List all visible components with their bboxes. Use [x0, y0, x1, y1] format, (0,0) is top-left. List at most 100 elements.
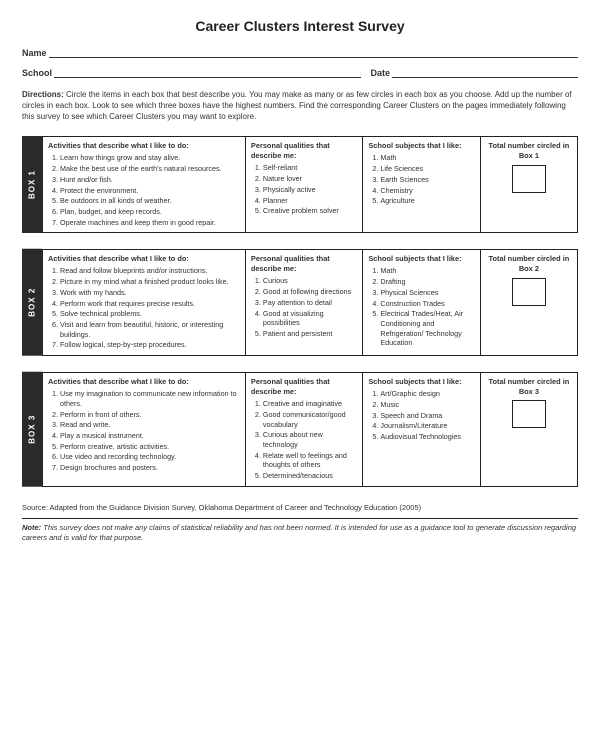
list-item: Visit and learn from beautiful, historic…: [60, 320, 240, 339]
date-line: [392, 68, 578, 78]
list-item: Curious: [263, 276, 357, 286]
list-item: Construction Trades: [380, 299, 474, 309]
total-box: [512, 278, 546, 306]
box-2: BOX 2 Activities that describe what I lik…: [22, 249, 578, 356]
list-item: Creative and imaginative: [263, 399, 357, 409]
name-row: Name: [22, 48, 578, 58]
list-item: Curious about new technology: [263, 430, 357, 449]
activities-list: Learn how things grow and stay alive.Mak…: [60, 153, 240, 227]
list-item: Be outdoors in all kinds of weather.: [60, 196, 240, 206]
qualities-list: Self-reliantNature loverPhysically activ…: [263, 163, 357, 216]
total-box: [512, 400, 546, 428]
list-item: Picture in my mind what a finished produ…: [60, 277, 240, 287]
list-item: Electrical Trades/Heat, Air Conditioning…: [380, 309, 474, 348]
total-col: Total number circled in Box 3: [481, 373, 577, 486]
activities-header: Activities that describe what I like to …: [48, 141, 240, 151]
subjects-list: Art/Graphic designMusicSpeech and DramaJ…: [380, 389, 474, 442]
list-item: Solve technical problems.: [60, 309, 240, 319]
list-item: Perform creative, artistic activities.: [60, 442, 240, 452]
list-item: Physical Sciences: [380, 288, 474, 298]
total-col: Total number circled in Box 1: [481, 137, 577, 232]
list-item: Operate machines and keep them in good r…: [60, 218, 240, 228]
school-label: School: [22, 68, 52, 78]
page-title: Career Clusters Interest Survey: [22, 18, 578, 34]
subjects-list: MathLife SciencesEarth SciencesChemistry…: [380, 153, 474, 206]
subjects-col: School subjects that I like: MathLife Sci…: [363, 137, 480, 232]
list-item: Protect the environment.: [60, 186, 240, 196]
date-label: Date: [371, 68, 391, 78]
box-table: Activities that describe what I like to …: [42, 249, 578, 356]
school-line: [54, 68, 361, 78]
activities-col: Activities that describe what I like to …: [43, 250, 246, 355]
activities-header: Activities that describe what I like to …: [48, 377, 240, 387]
list-item: Determined/tenacious: [263, 471, 357, 481]
list-item: Math: [380, 266, 474, 276]
list-item: Read and write.: [60, 420, 240, 430]
list-item: Drafting: [380, 277, 474, 287]
qualities-col: Personal qualities that describe me:Crea…: [246, 373, 363, 486]
note-text: This survey does not make any claims of …: [22, 523, 576, 542]
list-item: Good at visualizing possibilities: [263, 309, 357, 328]
box-3: BOX 3 Activities that describe what I lik…: [22, 372, 578, 487]
list-item: Learn how things grow and stay alive.: [60, 153, 240, 163]
qualities-list: Creative and imaginativeGood communicato…: [263, 399, 357, 481]
activities-col: Activities that describe what I like to …: [43, 137, 246, 232]
list-item: Agriculture: [380, 196, 474, 206]
list-item: Read and follow blueprints and/or instru…: [60, 266, 240, 276]
total-box: [512, 165, 546, 193]
box-tab: BOX 2: [22, 249, 42, 356]
list-item: Patient and persistent: [263, 329, 357, 339]
school-date-row: School Date: [22, 68, 578, 78]
list-item: Make the best use of the earth's natural…: [60, 164, 240, 174]
name-line: [49, 48, 578, 58]
directions-label: Directions:: [22, 90, 64, 99]
directions: Directions: Circle the items in each box…: [22, 90, 578, 122]
subjects-header: School subjects that I like:: [368, 141, 474, 151]
list-item: Good communicator/good vocabulary: [263, 410, 357, 429]
qualities-col: Personal qualities that describe me:Self…: [246, 137, 363, 232]
list-item: Relate well to feelings and thoughts of …: [263, 451, 357, 470]
directions-text: Circle the items in each box that best d…: [22, 90, 572, 121]
subjects-col: School subjects that I like: MathDrafting…: [363, 250, 480, 355]
subjects-list: MathDraftingPhysical SciencesConstructio…: [380, 266, 474, 348]
subjects-header: School subjects that I like:: [368, 254, 474, 264]
activities-col: Activities that describe what I like to …: [43, 373, 246, 486]
list-item: Perform work that requires precise resul…: [60, 299, 240, 309]
activities-list: Use my imagination to communicate new in…: [60, 389, 240, 473]
note-rule: [22, 518, 578, 519]
list-item: Earth Sciences: [380, 175, 474, 185]
total-label: Total number circled in Box 1: [486, 141, 572, 160]
list-item: Planner: [263, 196, 357, 206]
name-label: Name: [22, 48, 47, 58]
activities-header: Activities that describe what I like to …: [48, 254, 240, 264]
list-item: Audiovisual Technologies: [380, 432, 474, 442]
qualities-col: Personal qualities that describe me: Curi…: [246, 250, 363, 355]
box-1: BOX 1 Activities that describe what I lik…: [22, 136, 578, 233]
list-item: Design brochures and posters.: [60, 463, 240, 473]
box-table: Activities that describe what I like to …: [42, 372, 578, 487]
list-item: Work with my hands.: [60, 288, 240, 298]
list-item: Math: [380, 153, 474, 163]
list-item: Hunt and/or fish.: [60, 175, 240, 185]
list-item: Life Sciences: [380, 164, 474, 174]
list-item: Speech and Drama: [380, 411, 474, 421]
total-label: Total number circled in Box 3: [486, 377, 572, 396]
qualities-header: Personal qualities that describe me:: [251, 141, 357, 161]
list-item: Self-reliant: [263, 163, 357, 173]
box-tab: BOX 1: [22, 136, 42, 233]
list-item: Nature lover: [263, 174, 357, 184]
list-item: Use video and recording technology.: [60, 452, 240, 462]
box-tab: BOX 3: [22, 372, 42, 487]
list-item: Chemistry: [380, 186, 474, 196]
total-col: Total number circled in Box 2: [481, 250, 577, 355]
list-item: Journalism/Literature: [380, 421, 474, 431]
list-item: Perform in front of others.: [60, 410, 240, 420]
list-item: Creative problem solver: [263, 206, 357, 216]
list-item: Follow logical, step-by-step procedures.: [60, 340, 240, 350]
subjects-header: School subjects that I like:: [368, 377, 474, 387]
list-item: Music: [380, 400, 474, 410]
list-item: Physically active: [263, 185, 357, 195]
list-item: Pay attention to detail: [263, 298, 357, 308]
qualities-header: Personal qualities that describe me:: [251, 254, 357, 274]
total-label: Total number circled in Box 2: [486, 254, 572, 273]
